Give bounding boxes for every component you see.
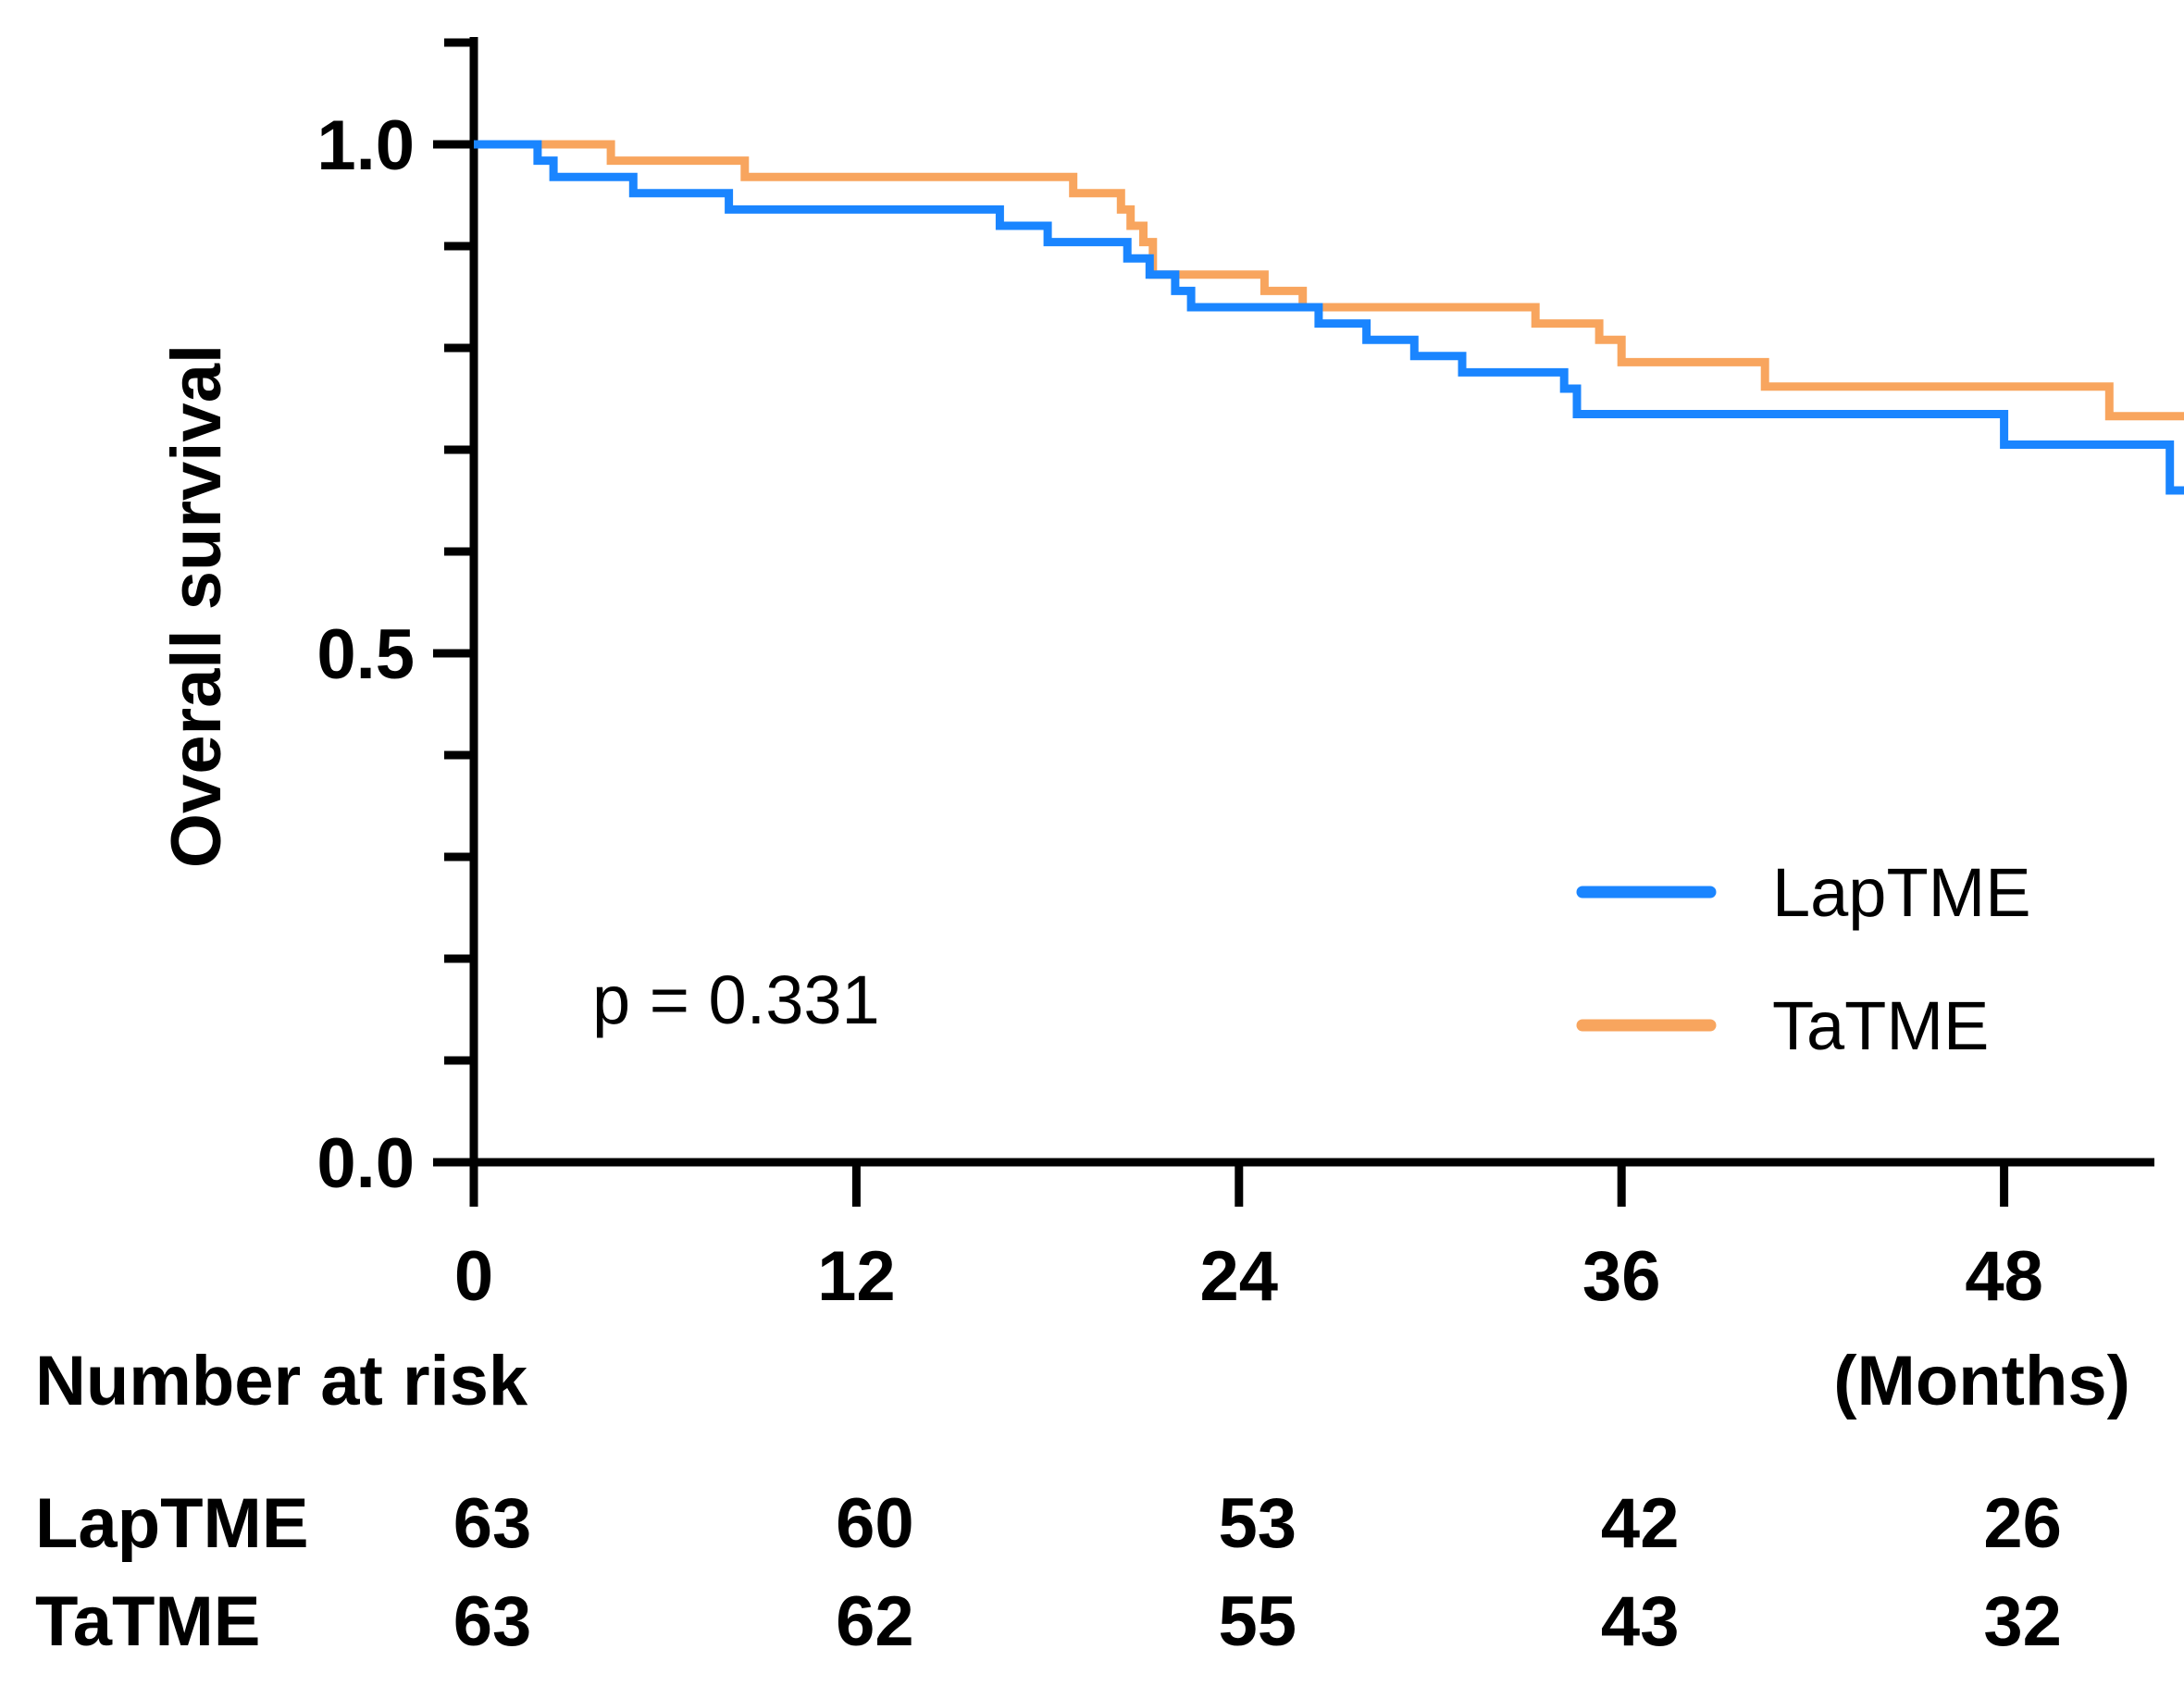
risk-count: 26: [1983, 1484, 2062, 1563]
x-tick-label: 24: [1200, 1237, 1279, 1316]
risk-count: 60: [836, 1484, 914, 1563]
risk-table-title: Number at risk: [35, 1342, 528, 1420]
y-tick-label: 0.5: [316, 615, 415, 694]
x-tick-label: 12: [817, 1237, 896, 1316]
risk-count: 62: [836, 1582, 914, 1661]
survival-curve-laptme: [474, 140, 2184, 495]
risk-count: 63: [453, 1582, 532, 1661]
survival-curve-tatme: [474, 140, 2184, 421]
y-tick-label: 0.0: [316, 1124, 415, 1203]
x-axis-unit-label: (Months): [1833, 1342, 2130, 1420]
p-value-annotation: p = 0.331: [592, 961, 880, 1038]
legend: LapTME TaTME: [1576, 854, 2031, 1064]
risk-count: 32: [1983, 1582, 2062, 1661]
risk-table: LapTME636053422610TaTME636255433225: [35, 1484, 2062, 1661]
y-tick-label: 1.0: [316, 106, 415, 185]
risk-row-label: LapTME: [35, 1484, 309, 1563]
risk-count: 43: [1601, 1582, 1680, 1661]
risk-count: 42: [1601, 1484, 1680, 1563]
risk-count: 53: [1219, 1484, 1297, 1563]
x-tick-label: 0: [454, 1237, 493, 1316]
risk-count: 63: [453, 1484, 532, 1563]
x-tick-label: 48: [1965, 1237, 2043, 1316]
legend-label-tatme: TaTME: [1772, 987, 1989, 1064]
legend-label-laptme: LapTME: [1772, 854, 2031, 931]
y-axis-label: Overall survival: [157, 344, 236, 868]
x-tick-label: 36: [1582, 1237, 1661, 1316]
risk-row-label: TaTME: [35, 1582, 260, 1661]
risk-count: 55: [1219, 1582, 1297, 1661]
